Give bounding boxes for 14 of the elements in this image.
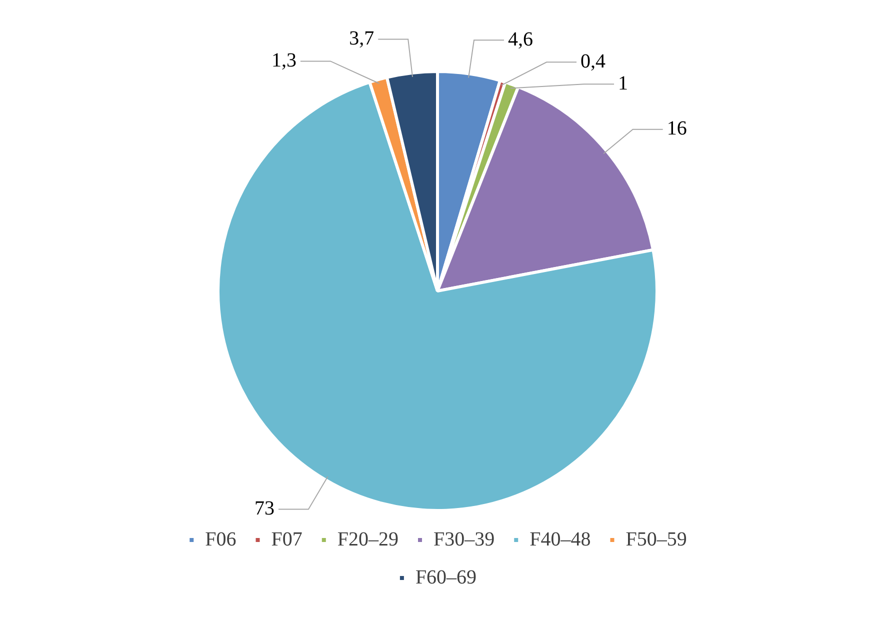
legend-label: F40–48 — [530, 528, 591, 550]
legend-label: F60–69 — [415, 566, 477, 588]
legend-label: F07 — [271, 528, 302, 550]
data-label: 4,6 — [508, 28, 534, 50]
legend-label: F50–59 — [626, 528, 687, 550]
legend-label: F20–29 — [337, 528, 398, 550]
data-label: 73 — [254, 497, 274, 520]
data-label: 1 — [618, 72, 628, 94]
data-label: 16 — [666, 118, 687, 140]
data-label: 0,4 — [580, 50, 606, 72]
legend-label: F30–39 — [434, 528, 495, 550]
legend-label: F06 — [205, 528, 236, 550]
data-label: 1,3 — [271, 49, 296, 72]
data-label: 3,7 — [349, 27, 374, 50]
